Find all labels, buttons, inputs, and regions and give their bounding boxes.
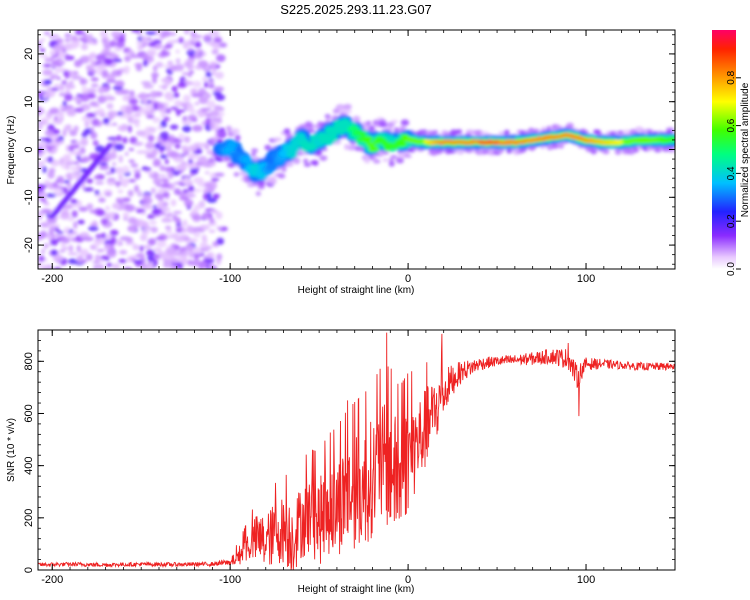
y-tick-label: 800 [23,352,35,370]
x-tick-label: 100 [577,273,595,285]
snr-line [38,332,675,570]
colorbar-tick-label: 0.6 [726,118,737,132]
x-tick-label: -100 [219,574,241,586]
colorbar-tick-label: 0.0 [726,262,737,276]
spectrogram-ylabel: Frequency (Hz) [6,116,17,185]
snr-panel: -200 -100 0 100 0 200 400 600 800 Height of stra… [6,329,676,595]
y-tick-label: -20 [23,237,35,253]
x-tick-label: -200 [41,273,63,285]
snr-ticks: -200 -100 0 100 0 200 400 600 800 [23,329,676,586]
snr-ylabel: SNR (10 * v/v) [6,418,17,482]
spectrogram-heatmap [38,30,675,269]
signal-ridge [213,103,675,197]
colorbar-label: Normalized spectral amplitude [740,82,750,217]
y-tick-label: 0 [23,146,35,152]
colorbar-tick-label: 0.4 [726,166,737,180]
y-tick-label: 600 [23,404,35,422]
y-tick-label: -10 [23,189,35,205]
x-tick-label: 100 [577,574,595,586]
colorbar: 0.0 0.2 0.4 0.6 0.8 Normalized spectral ampl… [712,30,750,276]
colorbar-tick-label: 0.8 [726,70,737,84]
x-tick-label: -200 [41,574,63,586]
colorbar-gradient [712,30,736,269]
y-tick-label: 200 [23,509,35,527]
noise-speckle [38,30,228,269]
x-tick-label: 0 [405,273,411,285]
snr-frame [37,329,676,571]
colorbar-ticks: 0.0 0.2 0.4 0.6 0.8 [726,70,741,276]
x-tick-label: 0 [405,574,411,586]
colorbar-tick-label: 0.2 [726,214,737,228]
y-tick-label: 20 [23,48,35,60]
y-tick-label: 0 [23,567,35,573]
y-tick-label: 10 [23,96,35,108]
x-tick-label: -100 [219,273,241,285]
snr-plot-area [38,332,675,570]
y-tick-label: 400 [23,456,35,474]
spectrogram-xlabel: Height of straight line (km) [298,285,415,296]
snr-xlabel: Height of straight line (km) [298,584,415,595]
figure-title: S225.2025.293.11.23.G07 [280,2,432,17]
